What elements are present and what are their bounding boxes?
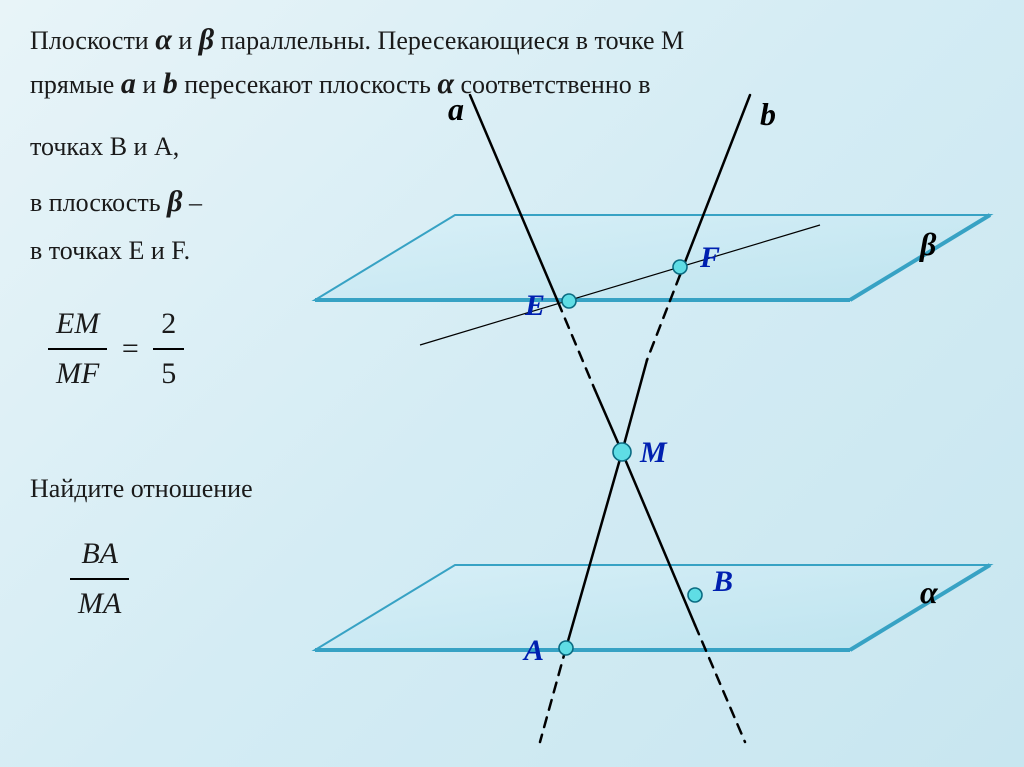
plane-beta: [315, 215, 990, 300]
plane-alpha: [315, 565, 990, 650]
label-line-a: a: [448, 91, 464, 128]
line-a-seg-2: [595, 390, 622, 452]
geometry-diagram: [0, 0, 1024, 767]
label-point-B: B: [713, 565, 733, 599]
point-A: [559, 641, 573, 655]
point-M: [613, 443, 631, 461]
label-plane-alpha: α: [920, 574, 938, 611]
label-point-F: F: [700, 241, 720, 275]
point-F: [673, 260, 687, 274]
line-a-seg-1: [558, 302, 595, 390]
label-point-E: E: [525, 289, 545, 323]
label-line-b: b: [760, 96, 776, 133]
label-point-M: M: [640, 436, 667, 470]
label-point-A: A: [524, 634, 544, 668]
point-E: [562, 294, 576, 308]
label-plane-beta: β: [920, 226, 936, 263]
point-B: [688, 588, 702, 602]
